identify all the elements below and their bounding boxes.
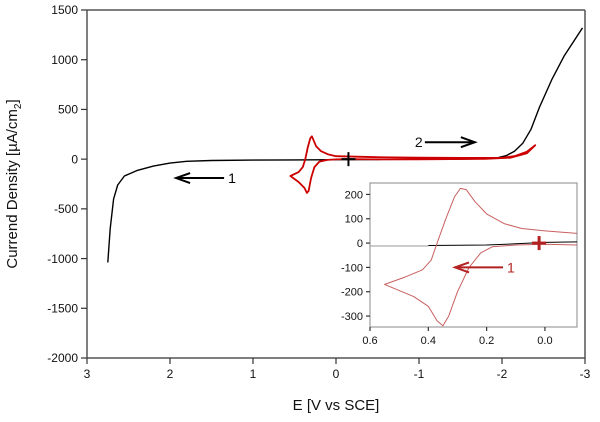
- scan-label-1: 1: [228, 170, 236, 186]
- scan-label-2: 2: [415, 134, 423, 150]
- series-line-1: [428, 241, 578, 246]
- y-tick-label: 100: [345, 214, 363, 226]
- plot-frame: [369, 182, 578, 328]
- scan-arrow-1-head: [173, 172, 191, 184]
- x-tick-label: 0.4: [421, 335, 436, 347]
- x-tick-label: 2: [167, 367, 174, 381]
- x-tick-label: 3: [84, 367, 91, 381]
- x-tick-label: 1: [250, 367, 257, 381]
- main-plot: 3 2 1 0 -1 -2 -3150010005000-500-1000-1500-200…: [47, 3, 590, 381]
- inset-plot: 0.6 0.4 0.2 0.0 200 100 0 -100 -200 -300 1: [341, 182, 578, 347]
- x-axis-label: E [V vs SCE]: [293, 397, 380, 414]
- y-tick-label: 1000: [51, 53, 78, 67]
- x-tick-label: -3: [580, 367, 591, 381]
- y-tick-label: -1500: [47, 301, 78, 315]
- series-line-1: [289, 135, 537, 194]
- scan-arrow-2-head: [460, 136, 478, 149]
- y-tick-label: 1500: [51, 3, 78, 17]
- scan-label-1: 1: [507, 259, 515, 275]
- y-tick-label: 500: [58, 103, 78, 117]
- y-tick-label: -500: [54, 202, 78, 216]
- scan-arrow-1-head: [452, 261, 470, 274]
- x-tick-label: 0.0: [537, 335, 552, 347]
- y-tick-label: -200: [341, 287, 363, 299]
- y-tick-label: -100: [341, 262, 363, 274]
- x-tick-label: 0.2: [479, 335, 494, 347]
- y-tick-label: 200: [345, 189, 363, 201]
- y-axis-label: Currend Density [µA/cm2]: [4, 99, 24, 268]
- y-tick-label: -300: [341, 311, 363, 323]
- x-tick-label: 0: [333, 367, 340, 381]
- y-tick-label: 0: [71, 152, 78, 166]
- x-tick-label: -1: [414, 367, 425, 381]
- y-tick-label: 0: [357, 238, 363, 250]
- x-tick-label: 0.6: [362, 335, 377, 347]
- x-tick-label: -2: [497, 367, 508, 381]
- series-line-2: [384, 187, 578, 327]
- y-tick-label: -2000: [47, 351, 78, 365]
- y-tick-label: -1000: [47, 252, 78, 266]
